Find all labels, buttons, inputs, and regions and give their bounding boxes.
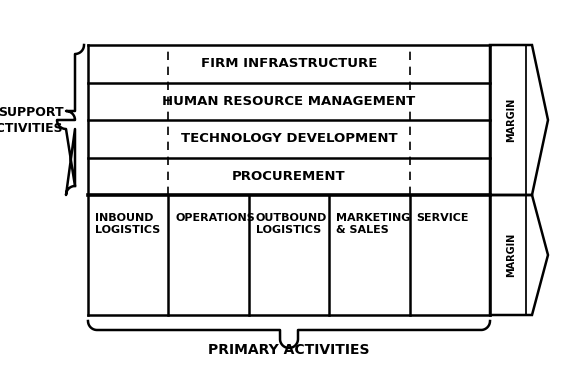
Text: MARGIN: MARGIN xyxy=(506,233,516,277)
Text: OPERATIONS: OPERATIONS xyxy=(175,213,255,223)
Text: SERVICE: SERVICE xyxy=(416,213,469,223)
Text: PRIMARY ACTIVITIES: PRIMARY ACTIVITIES xyxy=(208,343,370,357)
Text: SUPPORT: SUPPORT xyxy=(0,107,64,119)
Text: MARKETING
& SALES: MARKETING & SALES xyxy=(336,213,411,235)
Text: TECHNOLOGY DEVELOPMENT: TECHNOLOGY DEVELOPMENT xyxy=(181,132,397,145)
Text: ACTIVITIES: ACTIVITIES xyxy=(0,123,64,135)
Text: HUMAN RESOURCE MANAGEMENT: HUMAN RESOURCE MANAGEMENT xyxy=(162,95,416,108)
Text: FIRM INFRASTRUCTURE: FIRM INFRASTRUCTURE xyxy=(201,57,377,70)
Text: MARGIN: MARGIN xyxy=(506,98,516,142)
Text: OUTBOUND
LOGISTICS: OUTBOUND LOGISTICS xyxy=(256,213,327,235)
Text: INBOUND
LOGISTICS: INBOUND LOGISTICS xyxy=(95,213,160,235)
Text: PROCUREMENT: PROCUREMENT xyxy=(232,170,346,183)
